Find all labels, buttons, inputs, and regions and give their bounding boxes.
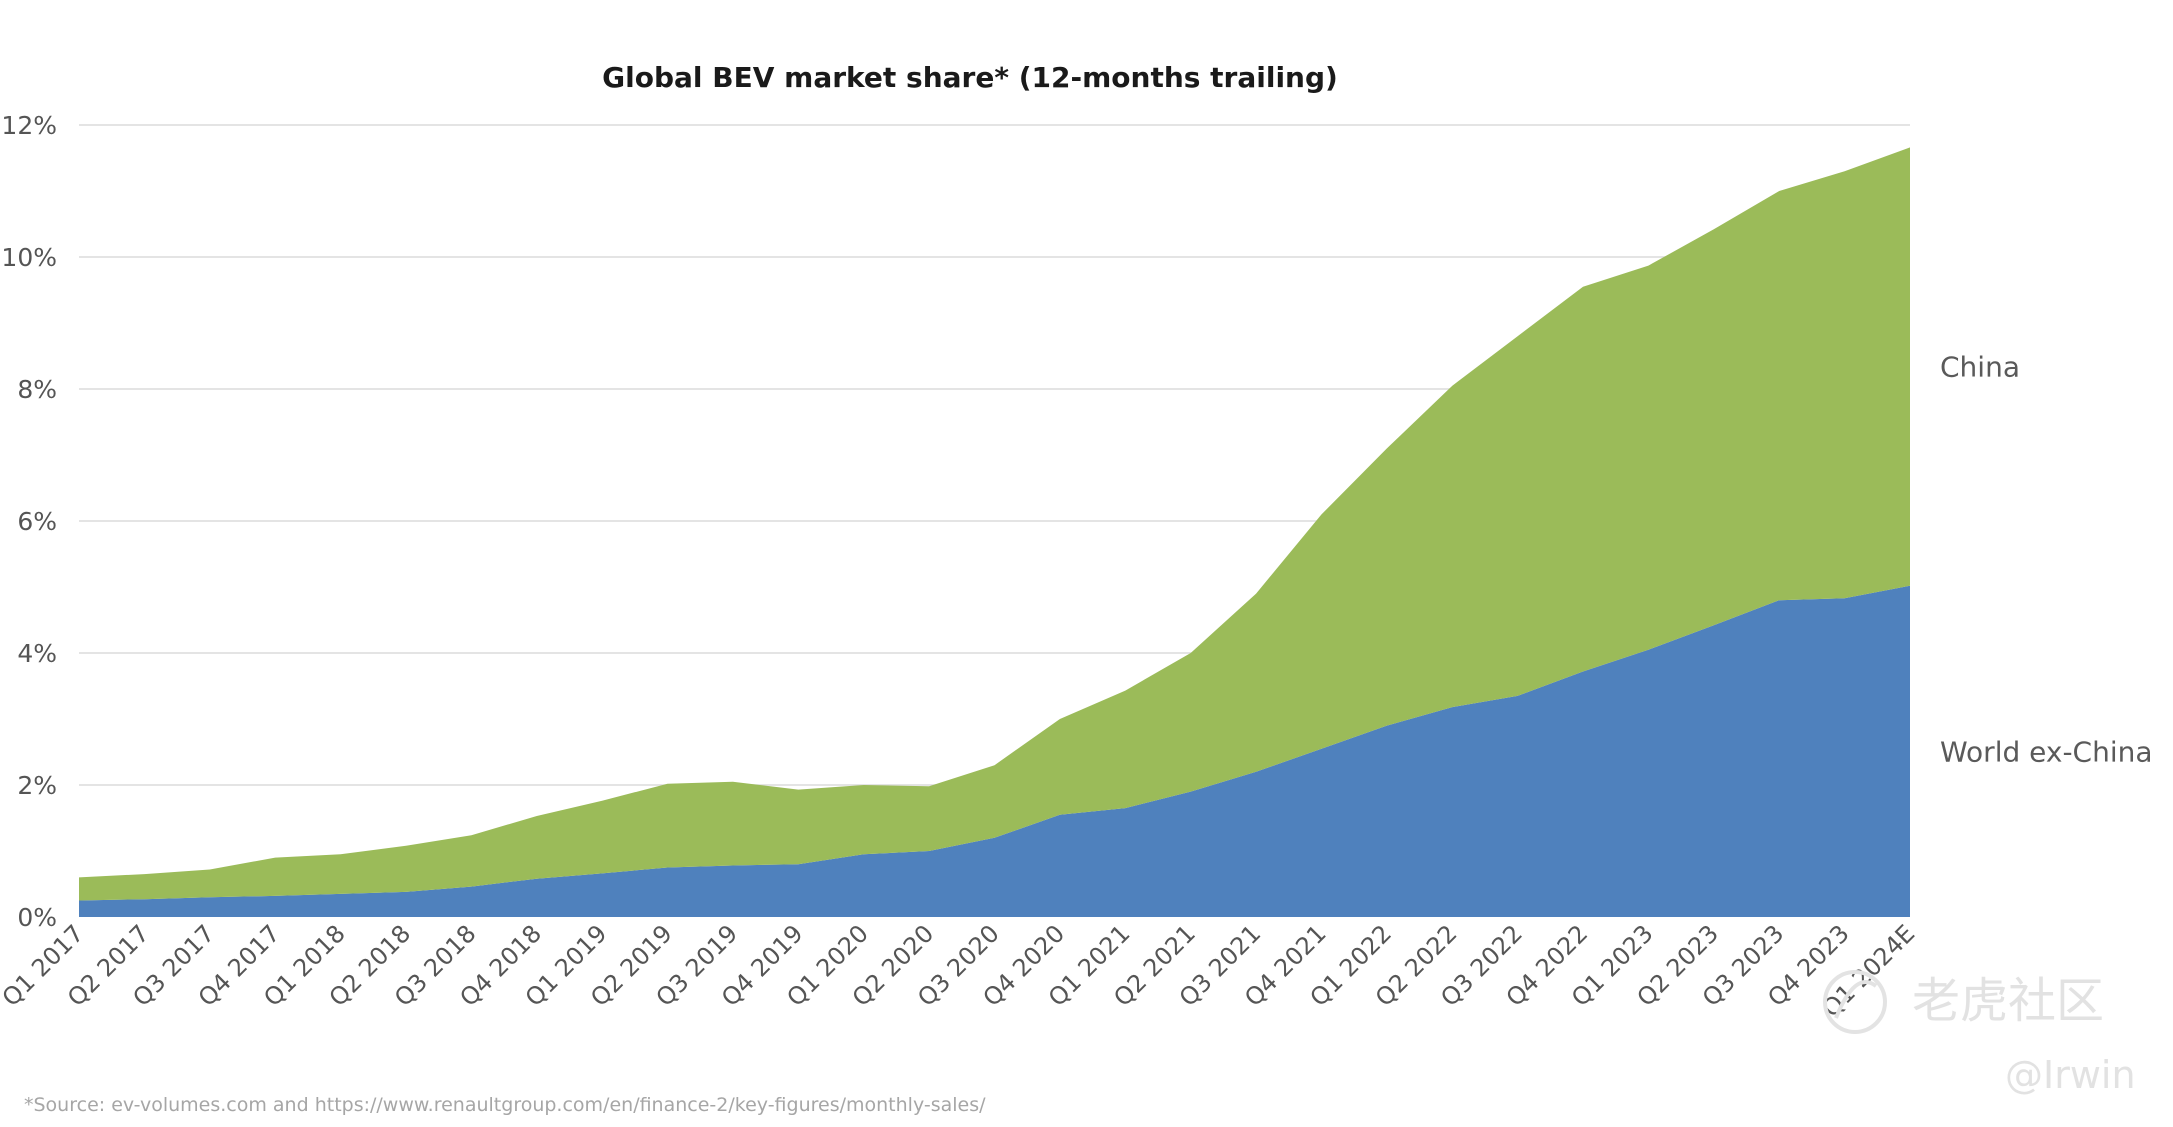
chart-title: Global BEV market share* (12-months trai… xyxy=(602,61,1338,94)
y-axis-ticks: 0% 2% 4% 6% 8% 10% 12% xyxy=(1,111,57,932)
series-labels: World ex-China China xyxy=(1940,351,2153,769)
watermark-logo-icon xyxy=(1823,970,1887,1034)
y-tick-label: 10% xyxy=(1,243,57,272)
y-tick-label: 2% xyxy=(17,771,57,800)
y-tick-label: 8% xyxy=(17,375,57,404)
y-tick-label: 12% xyxy=(1,111,57,140)
series-label-world-ex-china: World ex-China xyxy=(1940,735,2153,768)
watermark-logo-swoosh xyxy=(1834,980,1878,1019)
series-label-china: China xyxy=(1940,351,2020,384)
area-world-ex-china xyxy=(79,585,1910,917)
watermark: 老虎社区 @Irwin xyxy=(1823,970,2136,1097)
area-china xyxy=(79,147,1910,901)
watermark-brand: 老虎社区 xyxy=(1912,973,2104,1029)
y-tick-label: 6% xyxy=(17,507,57,536)
y-tick-label: 0% xyxy=(17,903,57,932)
area-series xyxy=(79,147,1910,917)
watermark-user: @Irwin xyxy=(2005,1053,2136,1097)
source-note: *Source: ev-volumes.com and https://www.… xyxy=(24,1094,986,1116)
y-tick-label: 4% xyxy=(17,639,57,668)
